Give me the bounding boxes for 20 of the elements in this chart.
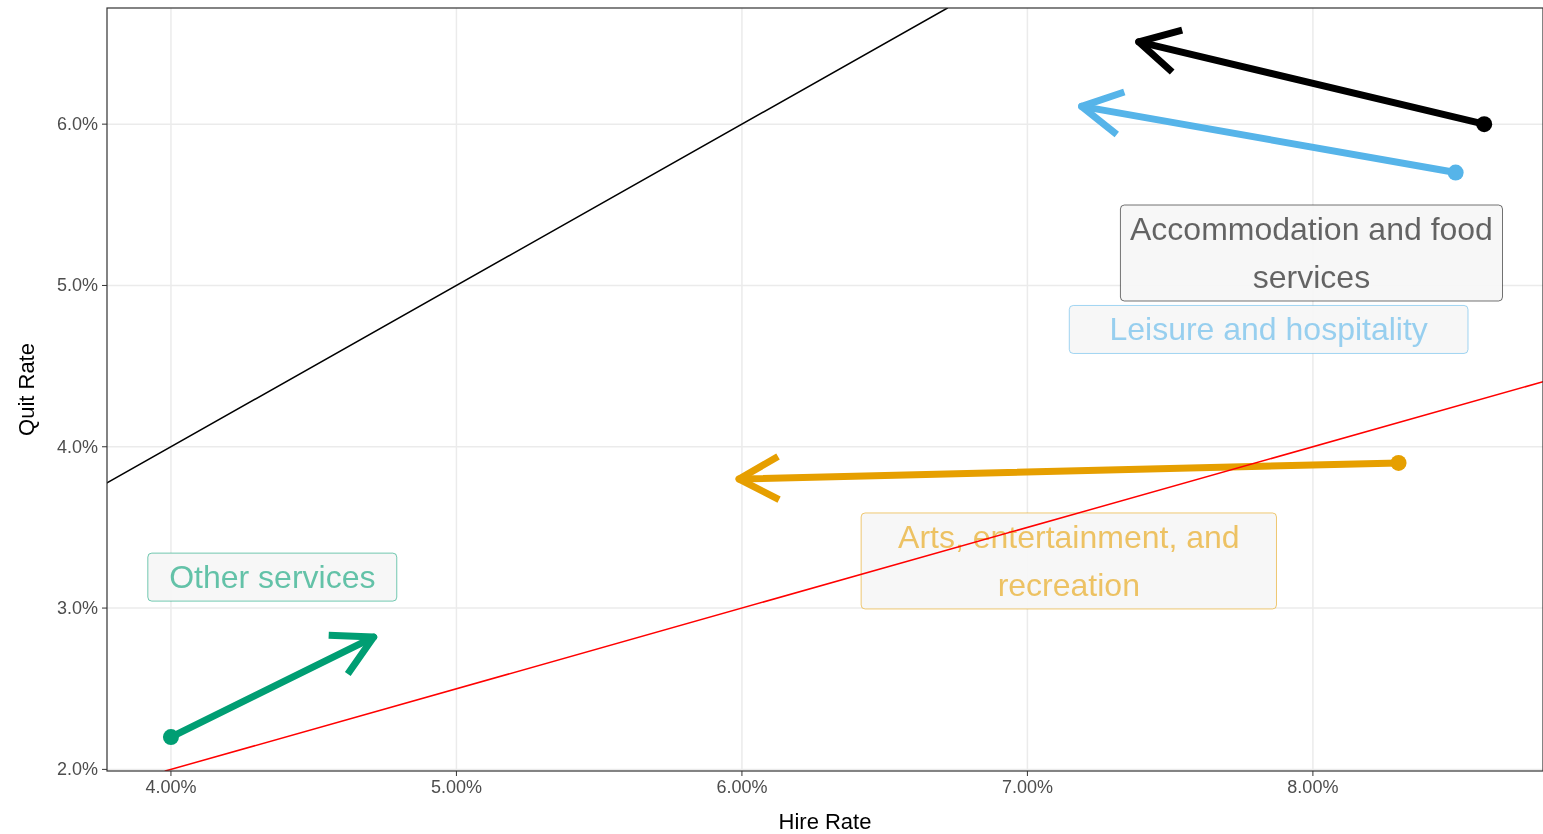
x-tick-label: 4.00% xyxy=(145,777,197,797)
x-tick-label: 5.00% xyxy=(430,777,482,797)
point xyxy=(1390,454,1407,471)
point xyxy=(1447,164,1464,181)
x-tick-label: 7.00% xyxy=(1001,777,1053,797)
y-tick-label: 5.0% xyxy=(56,275,98,296)
text: Leisure and hospitality xyxy=(1109,311,1428,348)
series-label: Other services xyxy=(169,559,376,596)
series-label: Arts, entertainment, and recreation xyxy=(898,518,1240,603)
x-tick-label: 8.00% xyxy=(1287,777,1339,797)
y-tick-label: 3.0% xyxy=(56,598,98,619)
point xyxy=(162,729,179,746)
y-axis-title: Quit Rate xyxy=(14,343,39,436)
y-tick-label: 6.0% xyxy=(56,114,98,135)
y-tick-label: 2.0% xyxy=(56,759,98,780)
y-tick-label: 4.0% xyxy=(56,436,98,457)
point xyxy=(1476,116,1493,133)
x-axis-title: Hire Rate xyxy=(778,809,872,834)
x-tick-label: 6.00% xyxy=(716,777,768,797)
text: Accommodation and food services xyxy=(1130,211,1493,296)
